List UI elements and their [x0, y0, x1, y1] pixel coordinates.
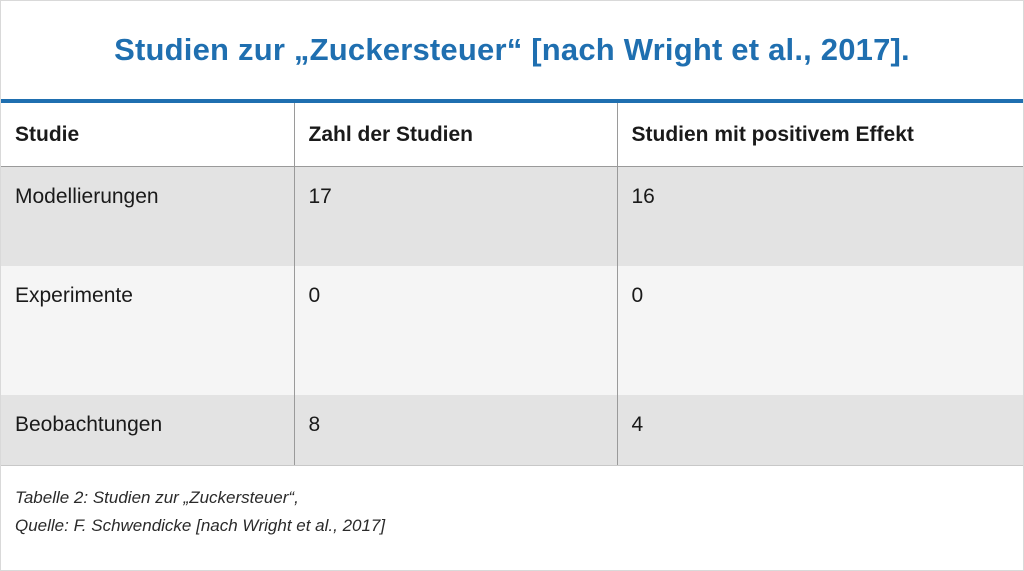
table-cell: 4: [616, 394, 1023, 466]
table-cell: 0: [616, 265, 1023, 395]
column-header-positiv: Studien mit positivem Effekt: [616, 103, 1023, 167]
table-row: Beobachtungen 8 4: [1, 394, 1023, 466]
title-bar: Studien zur „Zuckersteuer“ [nach Wright …: [1, 1, 1023, 103]
column-header-studie: Studie: [1, 103, 294, 167]
caption-line-2: Quelle: F. Schwendicke [nach Wright et a…: [15, 516, 386, 535]
caption-line-1: Tabelle 2: Studien zur „Zuckersteuer“,: [15, 488, 299, 507]
table-caption: Tabelle 2: Studien zur „Zuckersteuer“, Q…: [1, 466, 1023, 540]
table-cell: 8: [293, 394, 617, 466]
table-cell: Experimente: [1, 265, 294, 395]
table-row: Experimente 0 0: [1, 265, 1023, 395]
column-header-zahl: Zahl der Studien: [293, 103, 617, 167]
studies-table: Studie Zahl der Studien Studien mit posi…: [1, 103, 1023, 466]
table-cell: Modellierungen: [1, 166, 294, 266]
table-cell: 16: [616, 166, 1023, 266]
table-cell: Beobachtungen: [1, 394, 294, 466]
table-header-row: Studie Zahl der Studien Studien mit posi…: [1, 103, 1023, 167]
table-row: Modellierungen 17 16: [1, 166, 1023, 266]
table-cell: 0: [293, 265, 617, 395]
table-cell: 17: [293, 166, 617, 266]
page-title: Studien zur „Zuckersteuer“ [nach Wright …: [114, 32, 910, 67]
